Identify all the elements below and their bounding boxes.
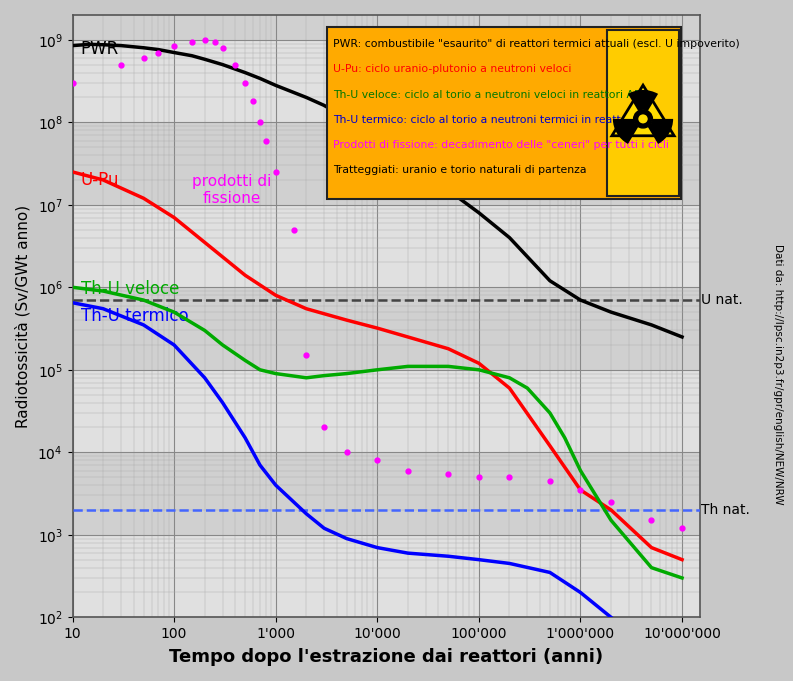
Text: U-Pu: U-Pu: [81, 171, 119, 189]
Text: Tratteggiati: uranio e torio naturali di partenza: Tratteggiati: uranio e torio naturali di…: [333, 165, 586, 175]
Text: PWR: combustibile "esaurito" di reattori termici attuali (escl. U impoverito): PWR: combustibile "esaurito" di reattori…: [333, 39, 740, 49]
Bar: [72, 123, 700, 205]
Bar: [72, 370, 700, 452]
Bar: [72, 452, 700, 535]
Polygon shape: [612, 85, 674, 136]
Text: U-Pu: ciclo uranio-plutonio a neutroni veloci: U-Pu: ciclo uranio-plutonio a neutroni v…: [333, 64, 571, 74]
FancyBboxPatch shape: [607, 30, 680, 195]
Text: Th-U termico: Th-U termico: [81, 307, 188, 325]
Wedge shape: [613, 119, 638, 144]
Text: Th-U veloce: ciclo al torio a neutroni veloci in reattori ADS: Th-U veloce: ciclo al torio a neutroni v…: [333, 90, 649, 99]
Bar: [72, 535, 700, 618]
Wedge shape: [648, 119, 673, 144]
Text: Dati da: http://lpsc.in2p3.fr/gpr/english/NEW/NRW: Dati da: http://lpsc.in2p3.fr/gpr/englis…: [773, 244, 783, 505]
Text: Th nat.: Th nat.: [701, 503, 750, 517]
X-axis label: Tempo dopo l'estrazione dai reattori (anni): Tempo dopo l'estrazione dai reattori (an…: [169, 648, 603, 666]
Wedge shape: [628, 90, 658, 111]
Text: Th-U termico: ciclo al torio a neutroni termici in reattori MSR: Th-U termico: ciclo al torio a neutroni …: [333, 115, 662, 125]
Text: U nat.: U nat.: [701, 293, 743, 307]
Bar: [72, 287, 700, 370]
Bar: [72, 39, 700, 123]
Circle shape: [634, 110, 653, 128]
Bar: [72, 15, 700, 39]
Text: prodotti di
fissione: prodotti di fissione: [192, 174, 271, 206]
Text: Prodotti di fissione: decadimento delle "ceneri" per tutti i cicli: Prodotti di fissione: decadimento delle …: [333, 140, 668, 150]
Circle shape: [638, 114, 648, 123]
Text: Th-U veloce: Th-U veloce: [81, 280, 179, 298]
FancyBboxPatch shape: [327, 27, 681, 199]
Text: PWR: PWR: [81, 39, 119, 58]
Bar: [72, 205, 700, 287]
Y-axis label: Radiotossicità (Sv/GWt anno): Radiotossicità (Sv/GWt anno): [15, 204, 30, 428]
